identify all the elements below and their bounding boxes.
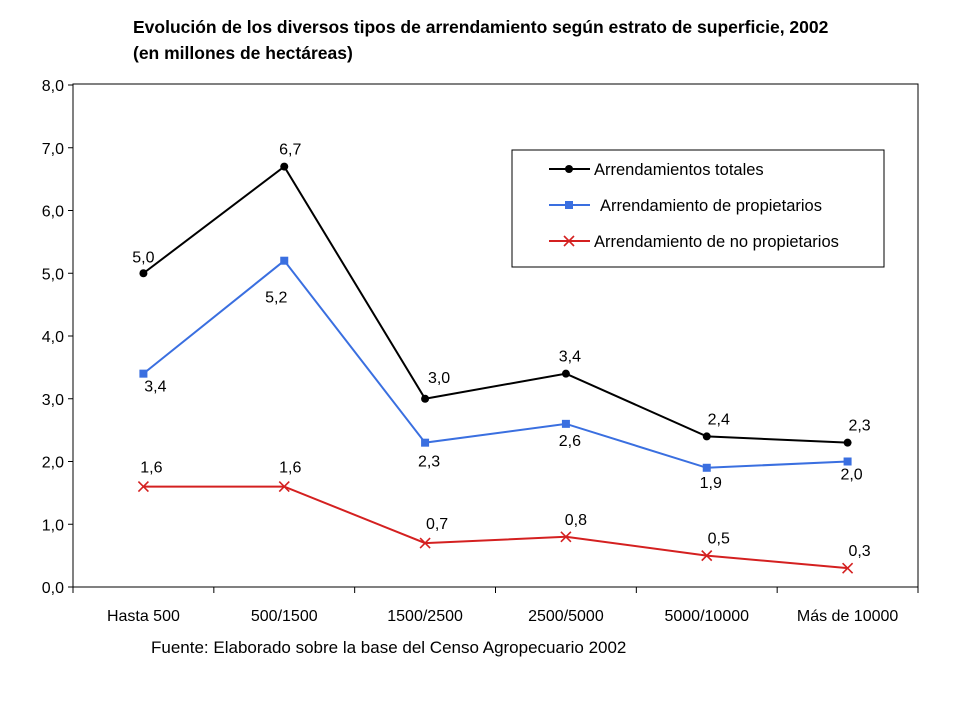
series-layer bbox=[137, 162, 854, 574]
data-point bbox=[421, 438, 430, 447]
data-point bbox=[560, 531, 572, 543]
data-point bbox=[842, 562, 854, 574]
data-label: 0,5 bbox=[708, 531, 730, 548]
x-tick-label: Más de 10000 bbox=[797, 608, 899, 625]
x-tick-label: Hasta 500 bbox=[107, 608, 180, 625]
data-label: 3,0 bbox=[428, 370, 450, 387]
data-label: 2,6 bbox=[559, 433, 581, 450]
y-tick-label: 7,0 bbox=[42, 141, 64, 158]
data-label: 3,4 bbox=[559, 349, 581, 366]
legend: Arrendamientos totales Arrendamiento de p… bbox=[511, 149, 885, 268]
legend-label: Arrendamiento de propietarios bbox=[600, 197, 822, 215]
x-marker-stroke bbox=[137, 481, 149, 493]
y-tick-label: 4,0 bbox=[42, 329, 64, 346]
x-marker-stroke bbox=[560, 531, 572, 543]
data-label: 2,3 bbox=[848, 418, 870, 435]
x-tick-label: 500/1500 bbox=[251, 608, 318, 625]
data-label: 1,6 bbox=[279, 460, 301, 477]
y-tick-label: 0,0 bbox=[42, 580, 64, 597]
data-point bbox=[137, 481, 149, 493]
chart-title-line: Evolución de los diversos tipos de arren… bbox=[133, 17, 829, 37]
x-tick-label: 1500/2500 bbox=[387, 608, 463, 625]
y-tick-label: 2,0 bbox=[42, 455, 64, 472]
data-point bbox=[139, 269, 148, 278]
data-point bbox=[419, 537, 431, 549]
x-marker-stroke bbox=[419, 537, 431, 549]
x-marker-stroke bbox=[842, 562, 854, 574]
data-point bbox=[843, 438, 852, 447]
data-label: 3,4 bbox=[144, 379, 166, 396]
legend-entry: Arrendamiento de no propietarios bbox=[549, 233, 839, 251]
data-label: 1,6 bbox=[140, 460, 162, 477]
x-marker-stroke bbox=[563, 235, 575, 247]
y-tick-label: 1,0 bbox=[42, 517, 64, 534]
data-point bbox=[278, 481, 290, 493]
data-point bbox=[701, 550, 713, 562]
legend-entry: Arrendamientos totales bbox=[549, 161, 764, 179]
data-point bbox=[421, 394, 430, 403]
data-label: 0,3 bbox=[848, 543, 870, 560]
legend-label: Arrendamientos totales bbox=[594, 161, 764, 179]
data-label: 6,7 bbox=[279, 142, 301, 159]
y-tick-label: 6,0 bbox=[42, 204, 64, 221]
x-tick-label: 5000/10000 bbox=[664, 608, 749, 625]
legend-label: Arrendamiento de no propietarios bbox=[594, 233, 839, 251]
data-label: 5,2 bbox=[265, 290, 287, 307]
legend-entry: Arrendamiento de propietarios bbox=[549, 197, 822, 215]
data-point bbox=[702, 432, 711, 441]
data-label: 2,4 bbox=[708, 411, 730, 428]
data-label: 2,0 bbox=[840, 467, 862, 484]
legend-marker bbox=[565, 201, 573, 209]
series-line bbox=[142, 259, 848, 469]
x-tick-label: 2500/5000 bbox=[528, 608, 604, 625]
data-point bbox=[843, 457, 852, 466]
data-label: 1,9 bbox=[700, 475, 722, 492]
y-tick-label: 3,0 bbox=[42, 392, 64, 409]
legend-marker bbox=[565, 165, 573, 173]
axes: 0,0 1,0 2,0 3,0 4,0 5,0 6,0 7,0 8,0 Hasta 500 500/… bbox=[42, 78, 919, 625]
data-label: 5,0 bbox=[132, 249, 154, 266]
data-label: 2,3 bbox=[418, 454, 440, 471]
data-point bbox=[702, 463, 711, 472]
x-marker-stroke bbox=[278, 481, 290, 493]
source-note: Fuente: Elaborado sobre la base del Cens… bbox=[151, 638, 627, 657]
data-point bbox=[139, 369, 148, 378]
y-tick-label: 5,0 bbox=[42, 266, 64, 283]
series-line bbox=[142, 165, 848, 444]
chart-subtitle: (en millones de hectáreas) bbox=[133, 43, 353, 63]
data-point bbox=[561, 419, 570, 428]
series-line bbox=[143, 485, 848, 570]
data-point bbox=[561, 369, 570, 378]
data-point bbox=[280, 162, 289, 171]
x-marker-stroke bbox=[701, 550, 713, 562]
legend-marker bbox=[563, 235, 575, 247]
data-label: 0,7 bbox=[426, 516, 448, 533]
y-tick-label: 8,0 bbox=[42, 78, 64, 95]
data-point bbox=[280, 256, 289, 265]
data-labels: 5,0 6,7 3,0 3,4 2,4 2,3 3,4 5,2 2,3 2,6 1,9 2,0 1,6 1… bbox=[132, 142, 871, 561]
chart-title: Evolución de los diversos tipos de arren… bbox=[133, 14, 828, 66]
data-label: 0,8 bbox=[565, 512, 587, 529]
